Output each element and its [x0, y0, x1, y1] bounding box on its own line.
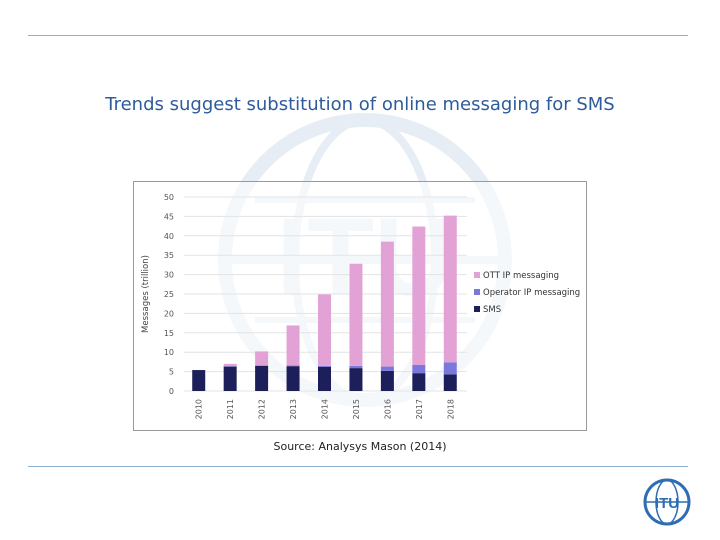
chart-frame: 0 5 10 15 20 25 30 35 40 45 50 Messages (trillion) 2… [133, 181, 587, 431]
bar-segment-sms [443, 374, 457, 391]
stacked-bar-chart: 0 5 10 15 20 25 30 35 40 45 50 Messages (trillion) 2… [141, 193, 580, 419]
x-tick-label: 2016 [383, 399, 392, 419]
top-divider [28, 35, 688, 36]
y-tick-label: 10 [164, 348, 174, 357]
bar-segment-sms [255, 365, 269, 391]
x-tick-label: 2011 [226, 399, 235, 419]
bar-segment-ott-ip-messaging [255, 351, 269, 366]
bar-segment-sms [412, 373, 426, 391]
x-tick-label: 2014 [321, 399, 330, 419]
bar-segment-operator-ip-messaging [412, 365, 426, 374]
bar-segment-ott-ip-messaging [443, 215, 457, 363]
bar-segment-sms [318, 366, 331, 391]
y-tick-label: 30 [164, 271, 174, 280]
bar-segment-operator-ip-messaging [380, 366, 394, 371]
bar-segment-operator-ip-messaging [443, 362, 457, 375]
bar-segment-operator-ip-messaging [223, 366, 237, 367]
legend-label: Operator IP messaging [483, 288, 580, 298]
y-tick-label: 45 [164, 212, 174, 221]
bar-segment-sms [349, 368, 363, 391]
bar-segment-operator-ip-messaging [286, 365, 300, 367]
legend-label: SMS [483, 305, 501, 315]
slide-title: Trends suggest substitution of online me… [105, 94, 615, 115]
y-tick-label: 25 [164, 290, 174, 299]
source-caption: Source: Analysys Mason (2014) [273, 440, 447, 453]
x-tick-label: 2015 [352, 399, 361, 419]
logo-text: ITU [655, 495, 679, 512]
bar-segment-ott-ip-messaging [380, 241, 394, 367]
x-tick-label: 2018 [446, 399, 455, 419]
bar-segment-ott-ip-messaging [349, 263, 363, 366]
bar-segment-operator-ip-messaging [318, 365, 331, 367]
y-tick-label: 40 [164, 232, 174, 241]
y-tick-label: 15 [164, 329, 174, 338]
itu-logo-icon: ITU [643, 478, 691, 526]
bar-segment-sms [380, 370, 394, 391]
bar-segment-sms [192, 370, 206, 391]
y-tick-label: 0 [169, 387, 174, 396]
y-tick-label: 20 [164, 309, 174, 318]
bar-segment-ott-ip-messaging [223, 363, 237, 367]
bar-segment-operator-ip-messaging [255, 365, 269, 366]
y-tick-label: 50 [164, 193, 174, 202]
bar-segment-sms [286, 366, 300, 391]
x-tick-label: 2013 [289, 399, 298, 419]
legend-label: OTT IP messaging [483, 271, 559, 281]
y-tick-label: 5 [169, 368, 174, 377]
x-tick-label: 2012 [258, 399, 267, 419]
x-tick-label: 2010 [195, 399, 204, 419]
legend-swatch [474, 289, 480, 295]
bottom-divider [28, 466, 688, 467]
legend-swatch [474, 272, 480, 278]
y-tick-label: 35 [164, 251, 174, 260]
bar-segment-operator-ip-messaging [349, 365, 363, 369]
bar-segment-sms [223, 366, 237, 391]
y-axis-label: Messages (trillion) [141, 255, 151, 333]
x-tick-label: 2017 [415, 399, 424, 419]
bar-segment-ott-ip-messaging [286, 325, 300, 366]
bar-segment-ott-ip-messaging [318, 294, 331, 366]
legend-swatch [474, 306, 480, 312]
bar-segment-ott-ip-messaging [412, 226, 426, 366]
